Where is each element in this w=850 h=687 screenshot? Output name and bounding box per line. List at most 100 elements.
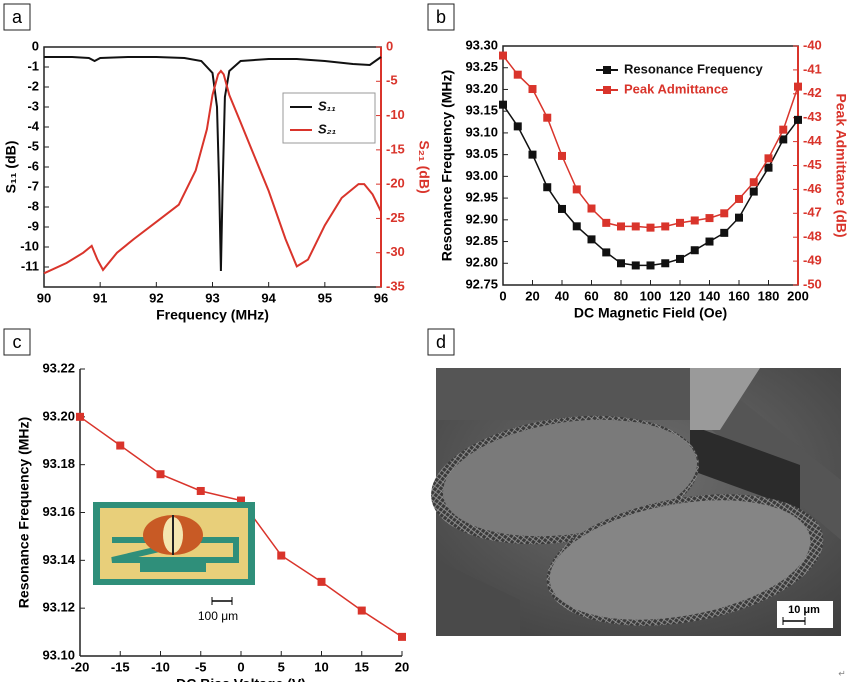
data-point: [661, 259, 670, 268]
y-tick-label: 93.00: [465, 168, 498, 183]
x-tick-label: 160: [728, 288, 750, 303]
chart-panel: -20 -15 -10 -5 0 5 10 15 20 93.10 93.12 93.14 93.16 9…: [16, 360, 410, 687]
y2-tick-label: -48: [803, 229, 822, 244]
panel-label: b: [436, 7, 446, 27]
panel-label-b: b: [427, 3, 455, 31]
y2-tick-label: -46: [803, 181, 822, 196]
data-point: [705, 214, 714, 223]
x-tick-label: 20: [395, 659, 409, 674]
y2-tick-label: -44: [803, 133, 823, 148]
legend-label: Resonance Frequency: [624, 61, 763, 76]
legend-label: S₁₁: [318, 98, 336, 113]
data-point: [237, 496, 245, 505]
y2-tick-label: -40: [803, 37, 822, 52]
data-point: [76, 412, 84, 421]
y-tick-label: 93.20: [42, 408, 75, 423]
data-point: [357, 606, 366, 615]
corner-mark: ↵: [838, 668, 846, 678]
data-point: [690, 246, 699, 255]
y-tick-label: 92.75: [465, 276, 498, 291]
y2-axis-title: Peak Admittance (dB): [833, 93, 849, 237]
y-axis-title: Resonance Frequency (MHz): [439, 70, 455, 261]
sem-image: 10 μm: [431, 368, 841, 636]
data-point: [196, 486, 205, 495]
data-point: [499, 51, 507, 60]
x-tick-label: 40: [555, 288, 569, 303]
x-tick-label: -5: [195, 659, 207, 674]
x-tick-label: 94: [261, 290, 276, 305]
y-tick-label: 92.80: [465, 255, 498, 270]
data-point: [116, 441, 125, 450]
data-point: [617, 222, 625, 231]
x-tick-label: 80: [614, 288, 628, 303]
data-point: [156, 470, 165, 479]
y2-axis-title: S₂₁ (dB): [416, 140, 432, 193]
y-tick-label: 92.90: [465, 211, 498, 226]
data-point: [587, 235, 596, 244]
x-tick-label: 15: [355, 659, 369, 674]
data-point: [779, 135, 788, 144]
panel-label: c: [13, 332, 22, 352]
y-tick-label: 93.14: [42, 552, 75, 567]
data-point: [779, 125, 788, 134]
y-tick-label: 92.95: [465, 190, 498, 205]
y-tick-label: 93.10: [42, 647, 75, 662]
data-point: [631, 261, 640, 270]
y-tick-label: -11: [21, 258, 39, 273]
x-axis-title: Frequency (MHz): [156, 307, 269, 323]
y-tick-label: -6: [27, 158, 39, 173]
data-point: [735, 213, 743, 222]
x-tick-label: 20: [525, 288, 539, 303]
x-tick-label: 5: [278, 659, 285, 674]
data-point: [587, 204, 596, 213]
x-tick-label: 100: [640, 288, 662, 303]
legend-label: S₂₁: [318, 121, 336, 136]
y2-tick-label: 0: [386, 38, 393, 53]
data-point: [646, 223, 655, 232]
y2-tick-label: -49: [803, 253, 822, 268]
x-tick-label: -10: [151, 659, 170, 674]
data-point: [499, 100, 507, 109]
x-axis-title: DC Magnetic Field (Oe): [574, 305, 727, 321]
x-tick-label: 180: [758, 288, 780, 303]
y-tick-label: 93.18: [42, 456, 75, 471]
y-tick-label: -4: [27, 118, 39, 133]
y-tick-label: -8: [27, 198, 39, 213]
x-tick-label: 60: [584, 288, 598, 303]
y-tick-label: -2: [27, 78, 39, 93]
panel-label-c: c: [3, 328, 31, 356]
x-tick-label: 92: [149, 290, 163, 305]
y2-tick-label: -41: [803, 61, 822, 76]
data-point: [572, 185, 581, 194]
x-tick-label: 0: [499, 288, 506, 303]
x-tick-label: 95: [318, 290, 332, 305]
panel-label-a: a: [3, 3, 31, 31]
y-tick-label: 92.85: [465, 233, 498, 248]
x-axis-title: DC Bias Voltage (V): [176, 676, 306, 682]
y-tick-label: -5: [27, 138, 39, 153]
series-line: [44, 56, 382, 272]
y-tick-label: -10: [20, 238, 39, 253]
data-point: [572, 222, 581, 231]
y2-tick-label: -5: [386, 73, 398, 88]
panel-label-d: d: [427, 328, 455, 356]
data-point: [720, 209, 729, 218]
legend-box: [588, 58, 776, 100]
chart-panel: 90 91 92 93 94 95 96 0 -1 -2 -3 -4 -5 -6 -7 -8 -9 -10 -11 0…: [3, 38, 433, 322]
x-tick-label: 0: [237, 659, 244, 674]
data-point: [720, 228, 729, 237]
y2-tick-label: -10: [386, 107, 405, 122]
legend-marker: [603, 86, 611, 94]
y-tick-label: -1: [27, 58, 39, 73]
data-point: [705, 237, 714, 246]
device-photo: 100 μm: [93, 502, 255, 623]
y-tick-label: 93.20: [465, 81, 498, 96]
data-point: [764, 163, 773, 172]
x-tick-label: -20: [71, 659, 90, 674]
data-point: [602, 218, 611, 227]
y2-tick-label: -42: [803, 85, 822, 100]
chart-panel: 0 20 40 60 80 100 120 140 160 180 200 92.75 92.80 92.…: [439, 37, 850, 320]
y2-tick-label: -25: [386, 210, 405, 225]
y2-tick-label: -35: [386, 278, 405, 293]
